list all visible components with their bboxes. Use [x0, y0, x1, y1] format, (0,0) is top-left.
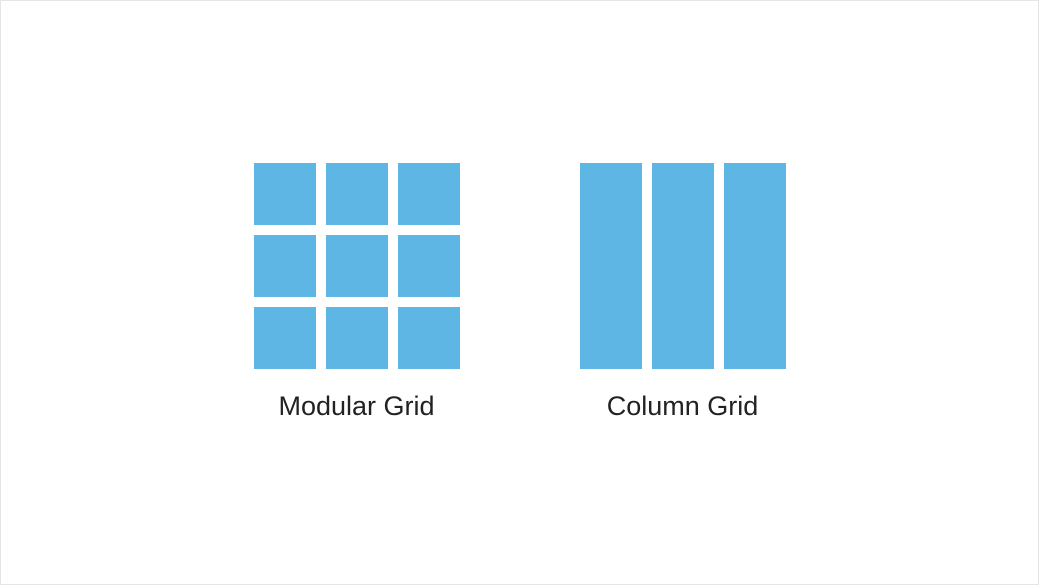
modular-cell — [398, 235, 460, 297]
modular-grid-group: Modular Grid — [254, 163, 460, 422]
modular-cell — [326, 307, 388, 369]
column-grid-group: Column Grid — [580, 163, 786, 422]
column-grid — [580, 163, 786, 369]
column-bar — [724, 163, 786, 369]
modular-cell — [254, 163, 316, 225]
modular-cell — [254, 235, 316, 297]
modular-grid — [254, 163, 460, 369]
column-bar — [580, 163, 642, 369]
modular-cell — [326, 163, 388, 225]
diagram-container: Modular Grid Column Grid — [254, 163, 786, 422]
modular-cell — [254, 307, 316, 369]
column-grid-label: Column Grid — [607, 391, 759, 422]
modular-grid-label: Modular Grid — [278, 391, 434, 422]
column-bar — [652, 163, 714, 369]
modular-cell — [398, 307, 460, 369]
modular-cell — [398, 163, 460, 225]
modular-cell — [326, 235, 388, 297]
